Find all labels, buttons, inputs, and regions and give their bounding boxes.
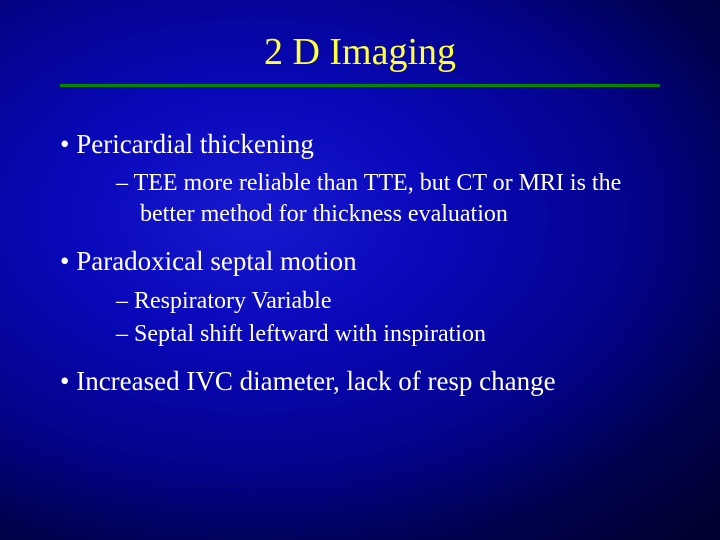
- list-item: Increased IVC diameter, lack of resp cha…: [60, 364, 660, 399]
- title-underline: [60, 84, 660, 87]
- bullet-list-level2: Respiratory Variable Septal shift leftwa…: [88, 286, 660, 350]
- bullet-list-level2: TEE more reliable than TTE, but CT or MR…: [88, 168, 660, 230]
- slide-content: Pericardial thickening TEE more reliable…: [60, 127, 660, 399]
- bullet-text: Increased IVC diameter, lack of resp cha…: [76, 366, 555, 396]
- slide-title: 2 D Imaging: [264, 30, 456, 74]
- bullet-text: Pericardial thickening: [76, 129, 314, 159]
- list-item: Respiratory Variable: [116, 286, 660, 317]
- list-item: Paradoxical septal motion Respiratory Va…: [60, 244, 660, 349]
- list-item: TEE more reliable than TTE, but CT or MR…: [116, 168, 660, 230]
- title-container: 2 D Imaging: [60, 30, 660, 74]
- list-item: Septal shift leftward with inspiration: [116, 319, 660, 350]
- slide: 2 D Imaging Pericardial thickening TEE m…: [0, 0, 720, 540]
- bullet-text: TEE more reliable than TTE, but CT or MR…: [134, 170, 622, 227]
- list-item: Pericardial thickening TEE more reliable…: [60, 127, 660, 230]
- bullet-text: Septal shift leftward with inspiration: [134, 321, 486, 347]
- bullet-list-level1: Pericardial thickening TEE more reliable…: [60, 127, 660, 399]
- bullet-text: Paradoxical septal motion: [76, 246, 356, 276]
- bullet-text: Respiratory Variable: [134, 288, 332, 314]
